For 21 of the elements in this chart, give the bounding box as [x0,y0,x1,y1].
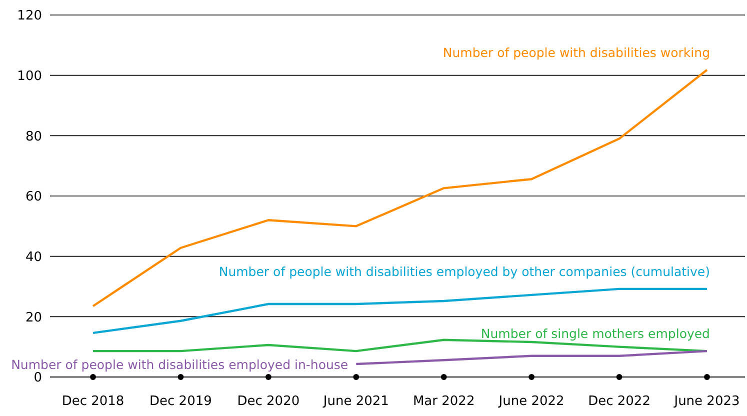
series-label: Number of single mothers employed [480,326,710,342]
y-tick-label: 100 [17,68,42,84]
series-label: Number of people with disabilities working [442,44,710,60]
line-series [92,68,708,308]
x-tick-label: Dec 2018 [62,394,124,409]
y-tick-label: 20 [25,310,42,326]
x-tick-label: Mar 2022 [412,394,475,409]
y-tick-label: 0 [34,370,42,386]
y-tick-label: 120 [17,8,42,24]
series-label: Number of people with disabilities employed by other companies (cumulative) [218,264,710,279]
x-tick-label: Dec 2020 [237,394,300,409]
x-tick-label: June 2021 [322,394,389,409]
y-tick-label: 40 [25,250,42,265]
x-tick-label: June 2023 [673,394,740,409]
y-tick-label: 80 [25,129,42,144]
series-label: Number of people with disabilities employed in-house [11,357,348,372]
y-tick-label: 60 [25,190,42,205]
x-tick-label: June 2022 [498,394,564,409]
x-tick-label: Dec 2022 [588,394,650,409]
x-tick-label: Dec 2019 [150,394,212,409]
line-series [355,350,708,366]
